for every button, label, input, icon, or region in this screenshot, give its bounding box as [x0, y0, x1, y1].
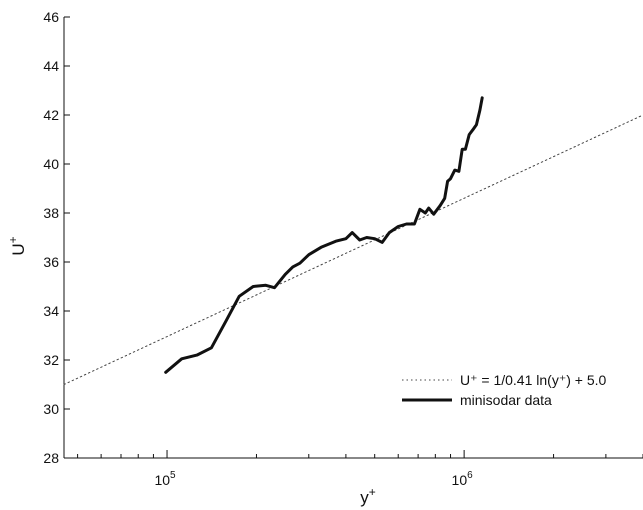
y-tick-label: 28: [43, 450, 59, 466]
x-axis: 105 106: [77, 450, 643, 488]
y-tick-label: 40: [43, 156, 59, 172]
series-layer: [63, 96, 643, 385]
legend-label-fit: U⁺ = 1/0.41 ln(y⁺) + 5.0: [460, 372, 607, 388]
y-tick-label: 42: [43, 107, 59, 123]
y-axis: 28 30 32 34 36 38 40 42 44 46: [43, 9, 70, 466]
y-tick-label: 46: [43, 9, 59, 25]
x-tick-label: 105: [154, 470, 176, 488]
x-tick-label: 106: [452, 470, 474, 488]
y-tick-label: 32: [43, 352, 59, 368]
series-line-fit: [63, 114, 643, 385]
x-axis-label: y+: [360, 485, 376, 507]
y-axis-label: U+: [6, 236, 28, 255]
y-tick-label: 36: [43, 254, 59, 270]
y-tick-label: 34: [43, 303, 59, 319]
plot-area: [63, 17, 643, 459]
y-tick-label: 44: [43, 58, 59, 74]
series-line-minisodar: [164, 96, 484, 374]
y-tick-label: 38: [43, 205, 59, 221]
y-tick-label: 30: [43, 401, 59, 417]
legend: U⁺ = 1/0.41 ln(y⁺) + 5.0 minisodar data: [402, 372, 607, 408]
legend-label-data: minisodar data: [460, 392, 552, 408]
